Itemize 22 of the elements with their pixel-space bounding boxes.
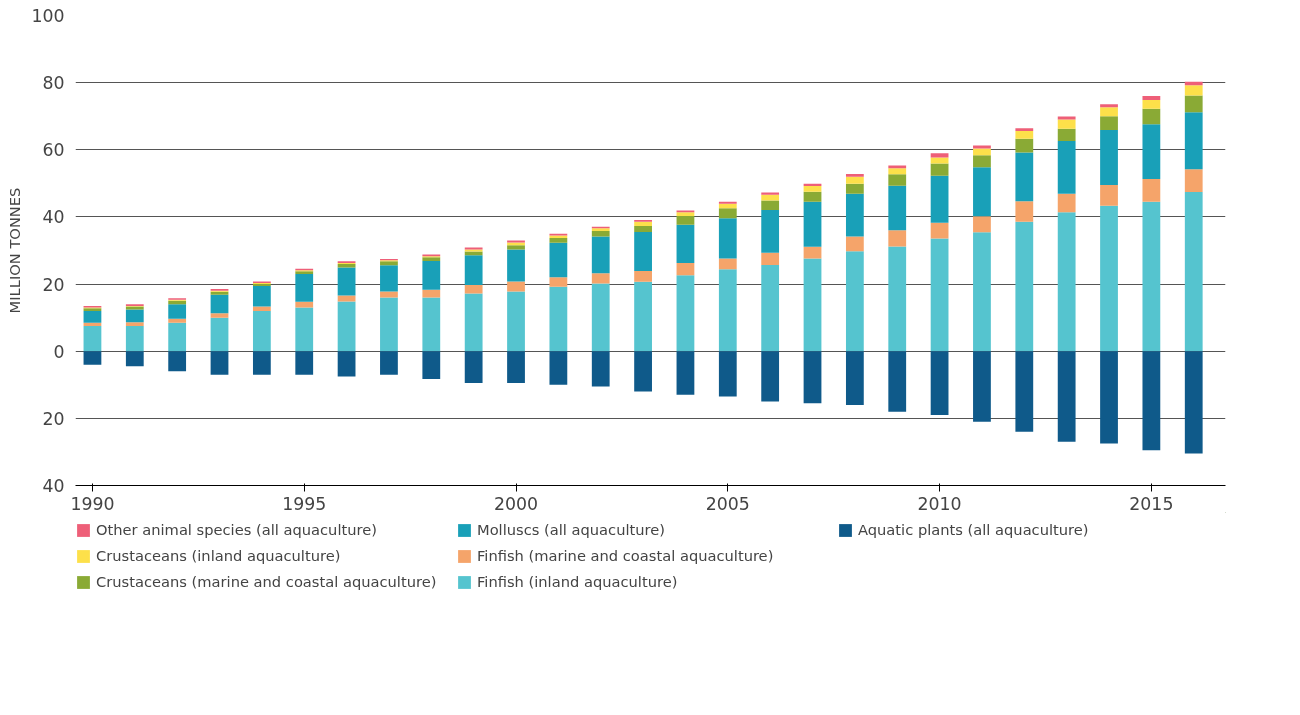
x-tick-label: 2015 — [1129, 493, 1174, 514]
x-tick-label: 1995 — [282, 493, 327, 514]
legend-label: Finfish (marine and coastal aquaculture) — [477, 547, 775, 564]
y-tick-label: 40 — [42, 476, 65, 496]
y-tick-label: 40 — [42, 207, 65, 228]
y-tick-label: 80 — [42, 73, 65, 94]
y-axis-title: MILLION TONNES — [6, 187, 24, 314]
y-tick-label: 0 — [53, 341, 65, 362]
x-tick-label: 2000 — [493, 493, 539, 514]
x-tick-label: 2010 — [917, 493, 962, 514]
legend-label: Crustaceans (inland aquaculture) — [96, 547, 342, 564]
y-tick-label: 20 — [42, 408, 65, 429]
legend-label: Finfish (inland aquaculture) — [477, 573, 679, 590]
x-tick-label: 1990 — [70, 493, 115, 514]
y-tick-label: 100 — [31, 6, 65, 26]
legend-label: Crustaceans (marine and coastal aquaculture) — [96, 573, 438, 590]
legend-label: Aquatic plants (all aquaculture) — [858, 521, 1090, 538]
legend-label: Other animal species (all aquaculture) — [96, 521, 378, 538]
x-tick-label: 2005 — [705, 493, 750, 514]
y-tick-label: 20 — [42, 274, 65, 295]
y-tick-label: 60 — [42, 140, 65, 161]
legend-label: Molluscs (all aquaculture) — [477, 521, 666, 538]
